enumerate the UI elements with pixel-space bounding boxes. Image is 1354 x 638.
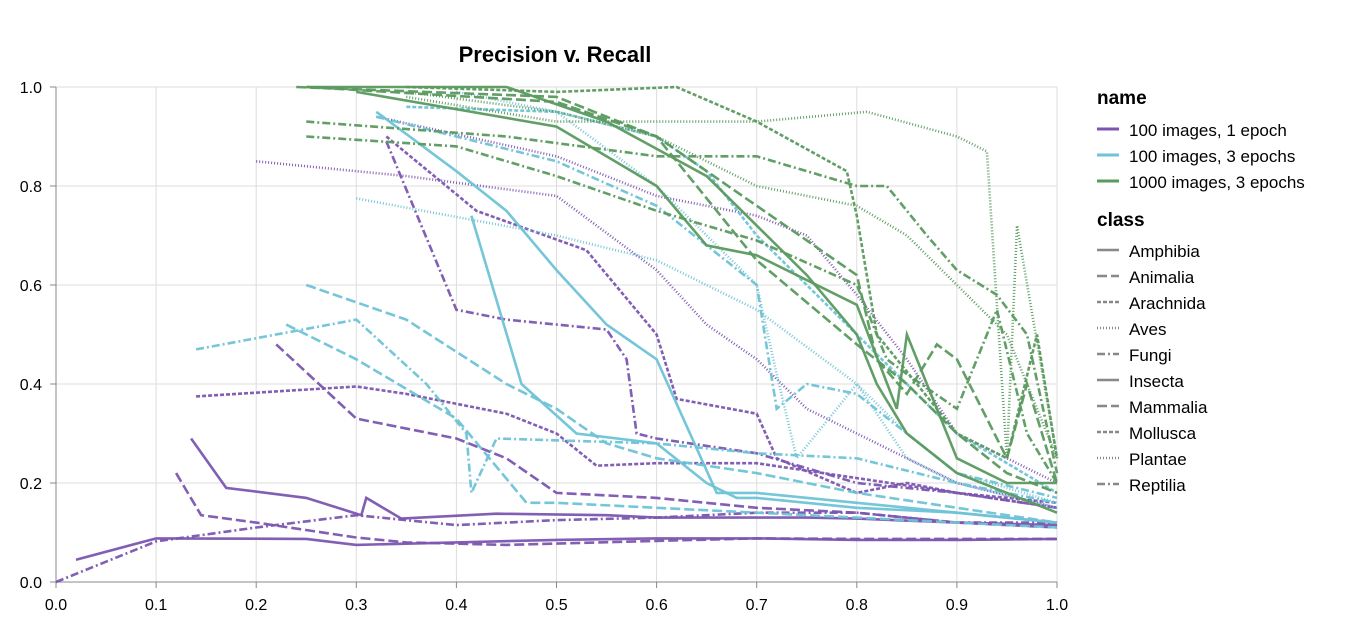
series-line-amphibia <box>75 537 1058 561</box>
series-line-fungi <box>385 140 1058 510</box>
x-tick-label: 0.4 <box>445 597 467 614</box>
legend-class-label: Mammalia <box>1129 398 1208 417</box>
x-tick-label: 0.5 <box>545 597 567 614</box>
series-line-animalia <box>305 283 1058 524</box>
series-line-mammalia <box>285 323 1058 529</box>
x-tick-label: 0.0 <box>45 597 67 614</box>
series-line-arachnida <box>406 85 1059 461</box>
legend-name-label: 100 images, 1 epoch <box>1129 121 1287 140</box>
axes: 0.0 0.1 0.2 0.3 0.4 0.5 0.6 0.7 0.8 0.9 1.0 0.0 0.2 0… <box>20 80 1068 614</box>
legend: name 100 images, 1 epoch 100 images, 3 epo… <box>1097 88 1305 495</box>
y-tick-label: 0.0 <box>20 575 42 592</box>
series-line-mammalia <box>174 472 1057 547</box>
series-line-plantae <box>376 115 1058 485</box>
y-tick-label: 0.8 <box>20 179 42 196</box>
series-line-mollusca <box>385 135 1058 510</box>
x-tick-label: 1.0 <box>1046 597 1068 614</box>
legend-class-label: Fungi <box>1129 346 1172 365</box>
y-tick-label: 0.6 <box>20 278 42 295</box>
x-tick-label: 0.3 <box>345 597 367 614</box>
series-line-insecta <box>356 90 1057 485</box>
x-tick-label: 0.7 <box>746 597 768 614</box>
legend-class-label: Mollusca <box>1129 424 1197 443</box>
legend-name-title: name <box>1097 88 1147 109</box>
legend-class-label: Insecta <box>1129 372 1184 391</box>
x-tick-label: 0.6 <box>645 597 667 614</box>
series-layer <box>55 85 1059 584</box>
legend-class-title: class <box>1097 210 1145 231</box>
legend-class-label: Aves <box>1129 320 1167 339</box>
legend-class-label: Reptilia <box>1129 476 1186 495</box>
legend-name-label: 1000 images, 3 epochs <box>1129 173 1305 192</box>
legend-name-label: 100 images, 3 epochs <box>1129 147 1295 166</box>
y-tick-label: 0.4 <box>20 377 42 394</box>
x-tick-label: 0.2 <box>245 597 267 614</box>
y-tick-label: 0.2 <box>20 476 42 493</box>
x-tick-label: 0.9 <box>946 597 968 614</box>
series-line-fungi <box>195 318 1058 505</box>
series-line-plantae <box>406 95 1059 459</box>
y-tick-label: 1.0 <box>20 80 42 97</box>
series-line-mammalia <box>306 85 1058 495</box>
legend-class-label: Amphibia <box>1129 242 1200 261</box>
legend-class-label: Plantae <box>1129 450 1187 469</box>
series-line-arachnida <box>196 385 1058 505</box>
series-line-insecta <box>470 215 1058 524</box>
series-line-aves <box>256 160 1058 510</box>
series-line-aves <box>406 90 1059 459</box>
x-tick-label: 0.8 <box>846 597 868 614</box>
series-line-reptilia <box>306 120 1059 474</box>
series-line-amphibia <box>306 85 1058 514</box>
legend-class-label: Arachnida <box>1129 294 1206 313</box>
series-line-amphibia <box>375 110 1058 524</box>
chart-title: Precision v. Recall <box>459 42 652 67</box>
x-tick-label: 0.1 <box>145 597 167 614</box>
series-line-reptilia <box>375 115 1058 500</box>
series-line-animalia <box>275 343 1058 529</box>
legend-class-label: Animalia <box>1129 268 1195 287</box>
